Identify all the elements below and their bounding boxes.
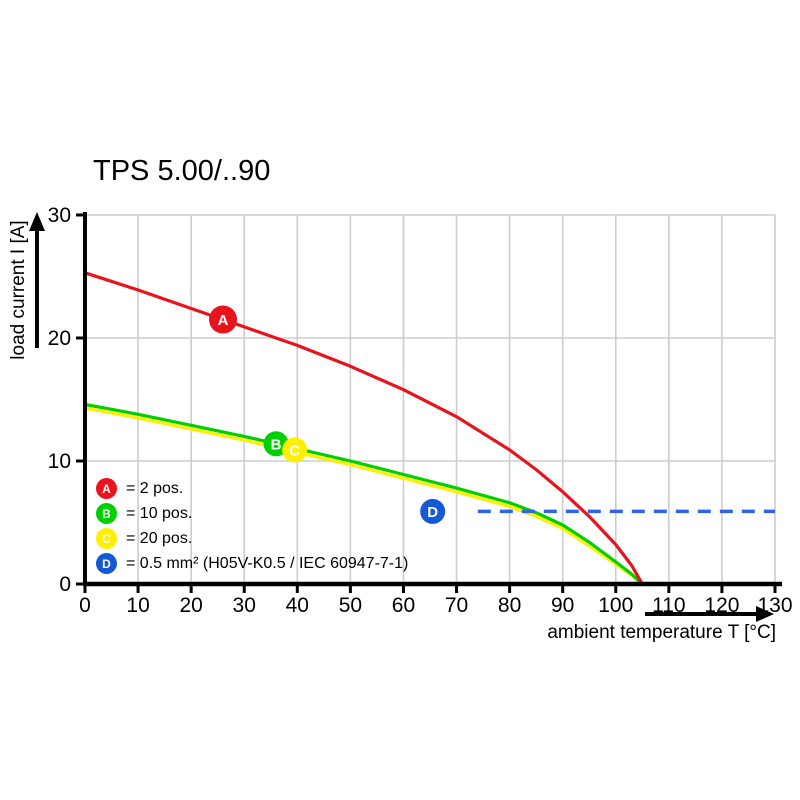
marker-c: C [282,437,308,463]
x-tick-label: 110 [652,594,685,617]
marker-d: D [420,498,446,524]
legend-label-c: = 20 pos. [126,529,193,547]
legend-label-b: = 10 pos. [126,504,193,522]
marker-circle-c [282,437,308,463]
legend-dot-b: B [96,503,117,524]
legend-row-d: D = 0.5 mm² (H05V-K0.5 / IEC 60947-7-1) [96,551,408,576]
axis-arrows [29,212,774,622]
x-tick-label: 40 [286,594,309,617]
chart-title: TPS 5.00/..90 [93,155,271,187]
marker-a: A [209,305,237,334]
x-tick-label: 90 [551,594,574,617]
curve-c [83,406,644,586]
x-tick-label: 30 [233,594,256,617]
marker-circle-a [209,305,237,334]
marker-letter-b: B [271,436,282,453]
x-tick-label: 70 [445,594,468,617]
marker-letter-a: A [218,312,229,329]
curve-a [83,271,644,586]
legend-dot-c: C [96,528,117,549]
x-axis-arrow-head [756,606,774,622]
legend-label-d: = 0.5 mm² (H05V-K0.5 / IEC 60947-7-1) [126,554,409,572]
legend: A = 2 pos. B = 10 pos. C = 20 pos. D = 0.5 mm² … [96,476,408,576]
x-tick-label: 100 [598,594,633,617]
marker-circle-d [420,498,446,524]
legend-label-a: = 2 pos. [126,479,184,497]
x-tick-label: 0 [79,594,91,617]
axes [76,212,782,593]
x-tick-label: 80 [498,594,521,617]
x-tick-label: 20 [179,594,202,617]
curve-markers: B C A D [209,305,446,524]
curve-b [83,402,644,586]
marker-letter-c: C [289,442,300,459]
legend-dot-d: D [96,553,117,574]
x-tick-label: 120 [704,594,739,617]
x-tick-label: 10 [126,594,149,617]
marker-letter-d: D [427,504,438,521]
y-tick-label: 0 [59,573,71,596]
legend-dot-a: A [96,478,117,499]
y-axis-arrow-head [29,212,45,231]
y-tick-label: 10 [48,450,71,473]
x-tick-label: 60 [392,594,415,617]
legend-row-c: C = 20 pos. [96,526,408,551]
y-tick-label: 30 [48,204,71,227]
legend-row-b: B = 10 pos. [96,501,408,526]
curves [83,271,775,586]
gridlines [85,214,776,584]
legend-row-a: A = 2 pos. [96,476,408,501]
y-tick-label: 20 [48,327,71,350]
x-tick-label: 50 [339,594,362,617]
x-axis-title: ambient temperature T [°C] [547,622,776,643]
